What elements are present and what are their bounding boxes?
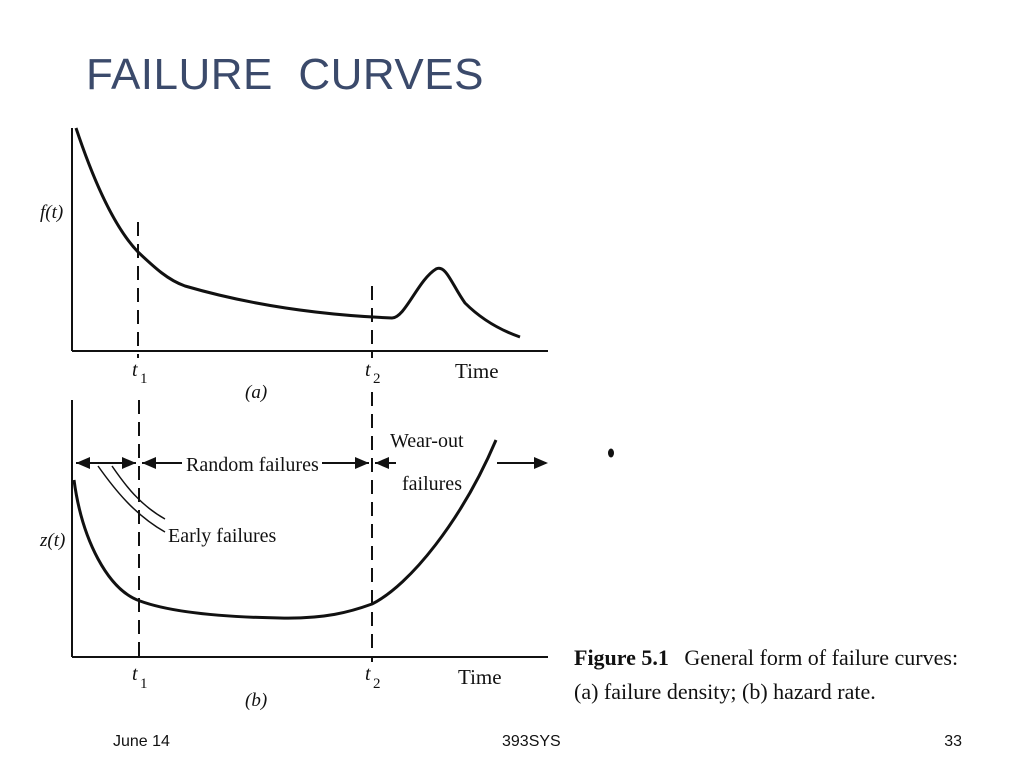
caption-figure-number: Figure 5.1 bbox=[574, 645, 669, 670]
panel-b-y-label: z(t) bbox=[39, 530, 65, 551]
wear-out-label-line1: Wear-out bbox=[390, 430, 464, 452]
panel-a-t1-label: t bbox=[132, 359, 138, 381]
panel-a-t1-subscript: 1 bbox=[140, 371, 148, 387]
early-failures-leader-1 bbox=[97, 465, 166, 533]
random-arrowhead-right bbox=[355, 457, 369, 469]
early-arrowhead-right bbox=[122, 457, 136, 469]
panel-b-t2-label: t bbox=[365, 663, 371, 685]
early-failures-label: Early failures bbox=[168, 525, 276, 547]
early-arrowhead-left bbox=[76, 457, 90, 469]
wear-out-label-line2: failures bbox=[402, 473, 462, 495]
panel-b-t1-subscript: 1 bbox=[140, 676, 148, 692]
panel-a-y-label: f(t) bbox=[40, 202, 63, 223]
caption-line-1: Figure 5.1 General form of failure curve… bbox=[574, 645, 958, 670]
panel-a-t2-subscript: 2 bbox=[373, 371, 381, 387]
panel-a-density-curve bbox=[74, 127, 521, 339]
panel-a-t2-label: t bbox=[365, 359, 371, 381]
panel-b-t1-label: t bbox=[132, 663, 138, 685]
figure-caption: Figure 5.1 General form of failure curve… bbox=[574, 645, 958, 704]
panel-a-x-label: Time bbox=[455, 359, 499, 383]
stray-dot-mark bbox=[608, 448, 614, 458]
panel-a: f(t) t 1 t 2 Time (a) bbox=[40, 127, 548, 403]
footer-date: June 14 bbox=[113, 733, 170, 750]
random-failures-label: Random failures bbox=[186, 454, 319, 476]
panel-b-hazard-curve bbox=[72, 439, 498, 620]
panel-b-x-label: Time bbox=[458, 665, 502, 689]
panel-b-t2-subscript: 2 bbox=[373, 676, 381, 692]
wear-out-arrowhead-right bbox=[534, 457, 548, 469]
panel-b: Random failures Early failures Wear-out … bbox=[39, 392, 548, 711]
wear-out-arrowhead-left bbox=[375, 457, 389, 469]
footer-page-number: 33 bbox=[944, 733, 962, 750]
caption-line-2: (a) failure density; (b) hazard rate. bbox=[574, 679, 876, 704]
early-failures-leader-2 bbox=[111, 465, 166, 520]
caption-line-1-rest: General form of failure curves: bbox=[684, 645, 958, 670]
panel-b-panel-label: (b) bbox=[245, 690, 267, 711]
random-arrowhead-left bbox=[142, 457, 156, 469]
panel-a-panel-label: (a) bbox=[245, 382, 267, 403]
slide-title: FAILURE CURVES bbox=[86, 50, 484, 99]
footer-course: 393SYS bbox=[502, 733, 561, 750]
